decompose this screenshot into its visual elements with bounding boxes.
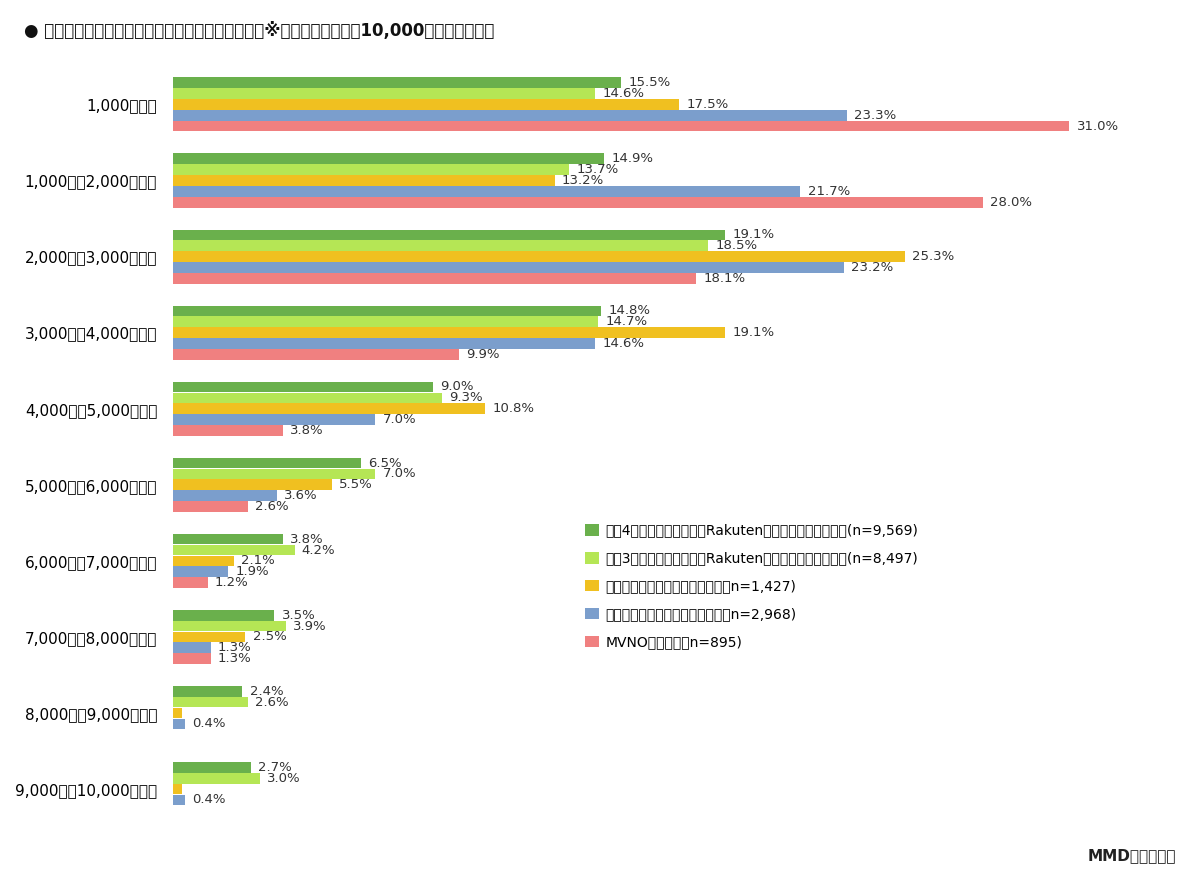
Text: 13.2%: 13.2% xyxy=(562,174,605,187)
Bar xyxy=(173,458,361,469)
Bar xyxy=(173,479,332,490)
Bar xyxy=(173,77,622,88)
Bar xyxy=(173,414,376,425)
Text: 14.7%: 14.7% xyxy=(605,315,648,328)
Text: 19.1%: 19.1% xyxy=(732,326,775,339)
Bar xyxy=(173,240,708,251)
Bar xyxy=(173,197,983,208)
Text: 2.7%: 2.7% xyxy=(258,761,292,774)
Bar xyxy=(173,306,601,316)
Text: 19.1%: 19.1% xyxy=(732,229,775,242)
Text: 3.8%: 3.8% xyxy=(290,424,324,437)
Bar xyxy=(173,328,725,338)
Text: 2.5%: 2.5% xyxy=(253,631,287,644)
Bar xyxy=(173,567,228,577)
Bar xyxy=(173,165,569,175)
Bar xyxy=(173,555,234,566)
Legend: 大手4キャリアユーザー（Rakuten最強プランを含む）　(n=9,569), 大手3キャリアユーザー（Rakuten最強プランを除く）　(n=8,497), : 大手4キャリアユーザー（Rakuten最強プランを含む） (n=9,569), … xyxy=(584,524,918,649)
Text: 1.9%: 1.9% xyxy=(235,565,269,578)
Text: 14.8%: 14.8% xyxy=(608,305,650,317)
Bar xyxy=(173,784,181,795)
Text: 1.2%: 1.2% xyxy=(215,576,248,589)
Bar xyxy=(173,686,242,696)
Bar xyxy=(173,642,211,653)
Text: 10.8%: 10.8% xyxy=(492,402,534,415)
Text: 25.3%: 25.3% xyxy=(912,250,954,263)
Bar xyxy=(173,653,211,664)
Text: 23.3%: 23.3% xyxy=(854,109,896,122)
Text: 14.9%: 14.9% xyxy=(611,152,653,166)
Bar xyxy=(173,501,248,512)
Bar xyxy=(173,349,460,360)
Bar xyxy=(173,392,442,403)
Bar xyxy=(173,110,847,121)
Text: 3.0%: 3.0% xyxy=(268,772,301,785)
Text: 28.0%: 28.0% xyxy=(990,195,1032,208)
Bar xyxy=(173,88,595,99)
Text: 1.3%: 1.3% xyxy=(218,641,252,654)
Bar xyxy=(173,708,181,718)
Bar xyxy=(173,186,800,197)
Bar xyxy=(173,718,185,729)
Bar xyxy=(173,491,277,501)
Text: 5.5%: 5.5% xyxy=(340,478,373,491)
Text: 14.6%: 14.6% xyxy=(602,87,644,100)
Text: 13.7%: 13.7% xyxy=(576,163,619,176)
Bar xyxy=(173,338,595,349)
Text: 9.0%: 9.0% xyxy=(440,380,474,393)
Bar xyxy=(173,153,604,164)
Bar xyxy=(173,621,286,632)
Text: MMD研究所調べ: MMD研究所調べ xyxy=(1087,848,1176,863)
Bar xyxy=(173,632,245,642)
Text: 3.6%: 3.6% xyxy=(284,489,318,502)
Bar xyxy=(173,545,294,555)
Text: 18.1%: 18.1% xyxy=(703,272,745,285)
Text: 23.2%: 23.2% xyxy=(851,261,893,274)
Text: 3.8%: 3.8% xyxy=(290,533,324,546)
Text: 6.5%: 6.5% xyxy=(368,456,402,470)
Text: 14.6%: 14.6% xyxy=(602,337,644,350)
Bar xyxy=(173,795,185,805)
Bar xyxy=(173,273,696,284)
Bar xyxy=(173,382,433,392)
Bar xyxy=(173,577,208,588)
Bar xyxy=(173,251,905,262)
Text: 2.4%: 2.4% xyxy=(250,685,283,698)
Bar xyxy=(173,99,679,110)
Text: 31.0%: 31.0% xyxy=(1076,120,1118,132)
Bar xyxy=(173,762,251,773)
Bar xyxy=(173,121,1069,131)
Text: 1.3%: 1.3% xyxy=(218,652,252,665)
Bar xyxy=(173,696,248,708)
Bar xyxy=(173,533,283,545)
Text: 15.5%: 15.5% xyxy=(629,76,671,89)
Text: 9.9%: 9.9% xyxy=(467,348,500,361)
Text: 7.0%: 7.0% xyxy=(383,413,416,426)
Text: 4.2%: 4.2% xyxy=(301,543,335,556)
Bar xyxy=(173,175,554,186)
Text: 2.1%: 2.1% xyxy=(241,555,275,568)
Text: 0.4%: 0.4% xyxy=(192,717,226,731)
Text: 21.7%: 21.7% xyxy=(808,185,850,198)
Text: 2.6%: 2.6% xyxy=(256,500,289,513)
Bar xyxy=(173,316,598,327)
Text: 18.5%: 18.5% xyxy=(715,239,757,252)
Bar xyxy=(173,404,485,414)
Text: 17.5%: 17.5% xyxy=(686,98,728,111)
Bar xyxy=(173,469,376,479)
Bar xyxy=(173,230,725,240)
Text: 3.9%: 3.9% xyxy=(293,619,326,632)
Bar xyxy=(173,425,283,435)
Text: 9.3%: 9.3% xyxy=(449,392,482,405)
Text: 7.0%: 7.0% xyxy=(383,468,416,480)
Bar xyxy=(173,262,844,272)
Text: 2.6%: 2.6% xyxy=(256,696,289,709)
Text: ● 通信会社に支払っている端末の月額料金（単数）※通信サービス別、10,000円未満まで抜粋: ● 通信会社に支払っている端末の月額料金（単数）※通信サービス別、10,000円… xyxy=(24,22,494,40)
Bar xyxy=(173,773,260,783)
Text: 3.5%: 3.5% xyxy=(282,609,316,622)
Text: 0.4%: 0.4% xyxy=(192,794,226,807)
Bar xyxy=(173,610,275,620)
